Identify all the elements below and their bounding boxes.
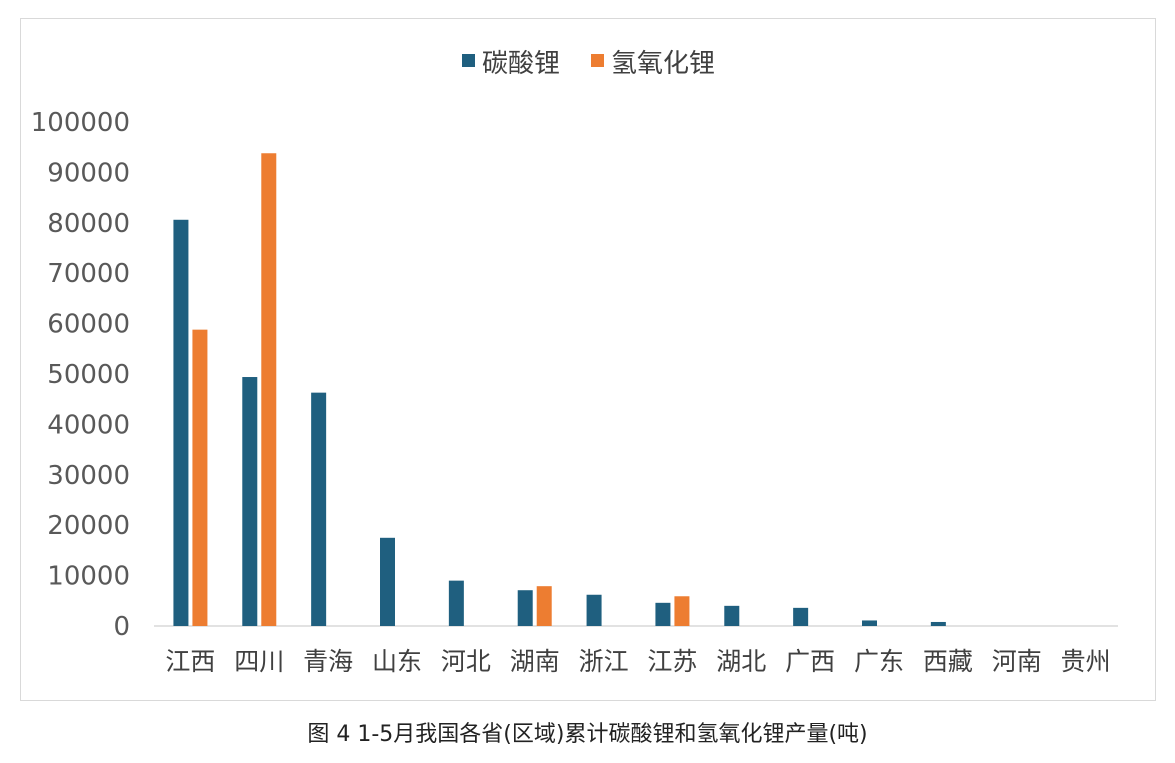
bar-lithium-carbonate-3 (380, 537, 395, 626)
y-tick-label: 90000 (47, 158, 130, 188)
legend-swatch (591, 54, 604, 67)
bar-lithium-carbonate-2 (311, 392, 327, 626)
y-tick-label: 100000 (31, 108, 130, 138)
y-tick-label: 50000 (47, 360, 130, 390)
y-tick-label: 40000 (47, 410, 130, 440)
x-category-label: 山东 (372, 647, 422, 676)
bar-lithium-carbonate-10 (862, 620, 877, 626)
y-tick-label: 80000 (47, 209, 130, 239)
bar-lithium-carbonate-6 (586, 594, 602, 626)
y-tick-label: 60000 (47, 310, 130, 340)
y-tick-label: 30000 (47, 461, 130, 491)
legend-swatch (462, 54, 475, 67)
bar-lithium-hydroxide-1 (261, 153, 277, 627)
x-category-label: 浙江 (579, 647, 629, 676)
x-category-label: 江西 (165, 647, 215, 676)
x-category-label: 江苏 (647, 647, 697, 676)
legend-label: 碳酸锂 (482, 49, 560, 79)
x-category-label: 四川 (234, 647, 284, 676)
x-category-label: 广西 (785, 647, 835, 676)
bar-lithium-carbonate-5 (517, 590, 533, 626)
x-category-label: 贵州 (1061, 647, 1111, 676)
y-tick-label: 20000 (47, 511, 130, 541)
x-category-label: 青海 (303, 647, 353, 676)
legend-label: 氢氧化锂 (611, 49, 715, 79)
x-category-label: 广东 (854, 647, 904, 676)
bar-lithium-carbonate-0 (173, 219, 189, 626)
bar-lithium-carbonate-9 (793, 607, 809, 626)
bar-chart: 0 10000 20000 30000 40000 50000 60000 70000 8000… (31, 49, 1118, 676)
x-category-label: 河北 (441, 647, 491, 676)
bar-lithium-carbonate-4 (448, 580, 464, 626)
x-category-label: 湖南 (510, 647, 560, 676)
bar-lithium-carbonate-7 (655, 602, 671, 626)
bar-lithium-carbonate-11 (930, 621, 946, 626)
bar-lithium-carbonate-1 (242, 377, 258, 626)
y-tick-label: 10000 (47, 562, 130, 592)
y-tick-label: 0 (113, 612, 130, 642)
x-category-label: 西藏 (923, 647, 973, 676)
y-tick-label: 70000 (47, 259, 130, 289)
bar-lithium-hydroxide-7 (674, 596, 690, 626)
bar-lithium-hydroxide-0 (192, 329, 208, 626)
x-category-label: 湖北 (716, 647, 766, 676)
x-category-label: 河南 (992, 647, 1042, 676)
bar-lithium-hydroxide-5 (536, 586, 552, 626)
figure-caption: 图 4 1-5月我国各省(区域)累计碳酸锂和氢氧化锂产量(吨) (307, 722, 868, 747)
bar-lithium-carbonate-8 (724, 605, 740, 626)
chart-frame (20, 18, 1156, 701)
